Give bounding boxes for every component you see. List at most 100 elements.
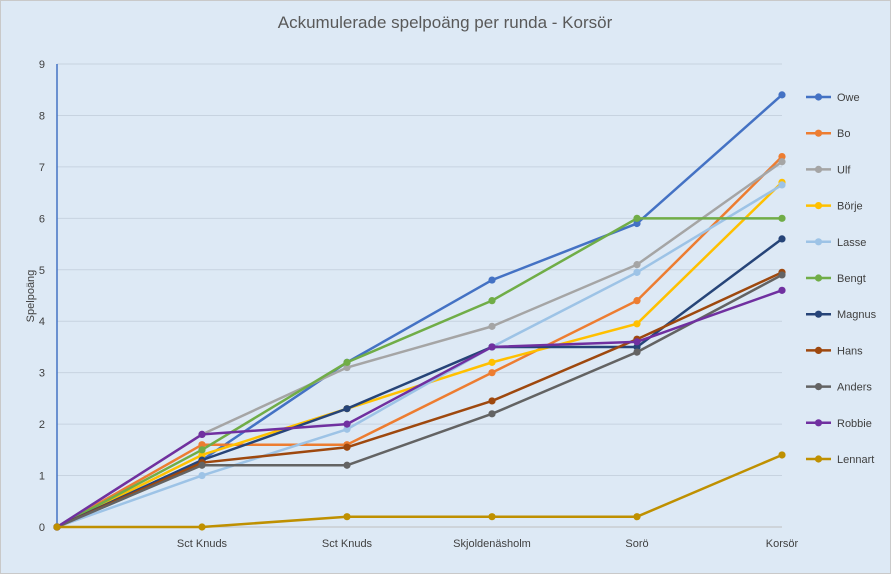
legend-marker [814,310,823,318]
series-lennart [53,451,786,531]
data-point [488,397,496,405]
legend-marker [814,165,823,173]
data-point [198,461,206,469]
x-tick-label: Skjoldenäsholm [453,538,531,550]
data-point [633,338,641,346]
data-point [778,181,786,189]
data-point [343,513,351,521]
data-point [633,320,641,328]
series-line [56,155,783,529]
y-tick-label: 4 [39,316,45,328]
series-line [56,93,783,529]
y-tick-label: 0 [39,522,45,534]
data-point [343,358,351,366]
legend-item: Bengt [806,273,866,285]
legend-item: Robbie [806,418,872,430]
y-tick-label: 6 [39,213,45,225]
legend-label: Bo [837,128,850,140]
data-point [488,513,496,521]
data-point [633,348,641,356]
data-point [53,523,61,531]
data-point [488,297,496,305]
data-point [198,441,206,449]
legend-marker [814,455,823,463]
series-lasse [53,181,786,531]
legend-item: Börje [806,201,863,213]
data-point [343,461,351,469]
y-tick-label: 3 [39,368,45,380]
y-tick-label: 9 [39,59,45,71]
legend-marker [814,274,823,282]
series-line [56,289,783,529]
data-point [343,405,351,413]
data-point [343,363,351,372]
legend-marker [814,129,823,137]
legend-item: Ulf [806,164,851,176]
series-hans [53,268,786,531]
data-point [343,420,351,428]
data-point [343,425,351,433]
data-point [633,513,641,521]
series-line [56,183,783,529]
y-tick-label: 5 [39,265,45,277]
legend-item: Hans [806,345,863,357]
series-line [56,271,783,529]
series-owe [53,91,786,531]
x-tick-label: Korsör [766,538,799,550]
series-line [56,273,783,529]
y-tick-label: 7 [39,162,45,174]
legend-item: Lasse [806,237,866,249]
data-point [778,451,786,459]
y-tick-label: 8 [39,110,45,122]
data-point [778,235,786,243]
series-line [56,217,782,529]
data-point [633,219,641,228]
legend-marker [814,419,823,427]
data-point [633,297,641,305]
series-line [57,453,783,529]
data-point [488,322,496,330]
legend-label: Anders [837,382,872,394]
legend-label: Lennart [837,454,874,466]
legend-label: Owe [837,92,860,104]
series-line [56,237,783,529]
legend-label: Börje [837,201,863,213]
legend-item: Magnus [806,309,877,321]
legend-label: Hans [837,345,863,357]
data-point [488,276,496,284]
series-magnus [53,235,786,531]
data-point [343,443,351,451]
data-point [633,343,641,351]
data-point [198,430,206,438]
data-point [198,523,206,531]
x-tick-label: Sct Knuds [177,538,228,550]
legend-label: Lasse [837,237,866,249]
chart-title: Ackumulerade spelpoäng per runda - Korsö… [278,13,613,32]
legend-item: Bo [806,128,850,140]
data-point [198,451,206,459]
x-tick-label: Sorö [625,538,648,550]
data-point [488,369,496,377]
data-point [488,410,496,418]
legend-marker [814,202,823,210]
legend-marker [814,93,823,101]
data-point [633,268,641,276]
data-point [633,214,641,222]
series-lines [53,91,786,531]
data-point [198,471,206,480]
data-point [778,286,786,294]
data-point [778,271,786,279]
y-axis-label: Spelpoäng [25,270,37,323]
legend-marker [814,238,823,246]
data-point [488,358,496,366]
x-tick-label: Sct Knuds [322,538,373,550]
legend-item: Owe [806,92,860,104]
legend: Owe Bo Ulf Börje Lasse Bengt Magnus Hans Anders R… [806,92,877,466]
legend-label: Magnus [837,309,877,321]
legend-item: Anders [806,382,872,394]
y-tick-label: 1 [39,471,45,483]
data-point [778,158,786,166]
x-tick-labels: Sct Knuds Sct Knuds Skjoldenäsholm Sorö Kors… [177,538,799,550]
legend-label: Bengt [837,273,866,285]
